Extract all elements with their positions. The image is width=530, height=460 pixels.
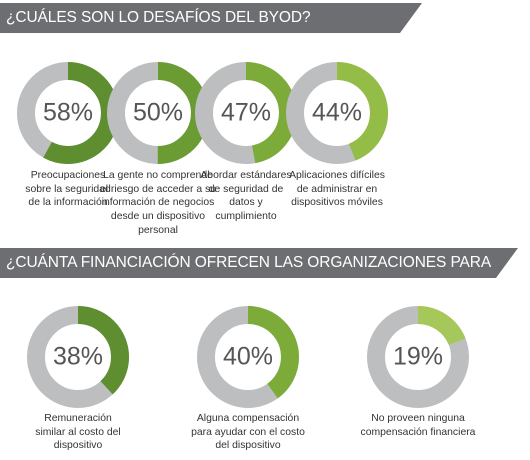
donut-svg xyxy=(27,306,129,408)
caption-line: el riesgo de acceder a su xyxy=(99,183,217,195)
caption-line: Alguna compensación xyxy=(196,413,300,424)
caption-line: cumplimiento xyxy=(215,211,277,223)
donut-svg xyxy=(367,306,469,408)
section-title: ¿CUÁNTA FINANCIACIÓN OFRECEN LAS ORGANIZ… xyxy=(6,254,491,301)
section-header-desafios: ¿CUÁLES SON LO DESAFÍOS DEL BYOD? xyxy=(0,3,422,33)
caption-line: para ayudar con el costo xyxy=(191,426,305,438)
caption-line: de administrar en xyxy=(296,183,378,195)
caption-line: personal xyxy=(138,224,178,236)
caption-line: La gente no comprende xyxy=(103,170,213,181)
donut-percent-label: 40% xyxy=(222,342,274,371)
caption-line: Preocupaciones xyxy=(30,170,106,181)
donut-percent-label: 19% xyxy=(392,342,444,371)
caption-line: compensación financiera xyxy=(360,426,476,438)
donut-percent-label: 38% xyxy=(52,342,104,371)
caption-line: Remuneración xyxy=(44,413,112,424)
donut-chart-2-1: 38% xyxy=(26,305,130,409)
header-arrow-tail xyxy=(400,3,422,33)
donut-caption: Alguna compensación para ayudar con el co… xyxy=(163,412,333,453)
caption-line: dispositivo xyxy=(53,440,103,452)
donut-value-arc xyxy=(27,306,129,408)
donut-caption: Remuneración similar al costo del disposit… xyxy=(0,412,163,453)
donut-percent-label: 44% xyxy=(311,98,363,127)
donut-percent-label: 47% xyxy=(220,98,272,127)
donut-caption: Abordar estándares de seguridad de datos y… xyxy=(171,169,321,224)
donut-caption: Aplicaciones difíciles de administrar en d… xyxy=(262,169,412,210)
caption-line: similar al costo del xyxy=(35,426,121,438)
section-title: ¿CUÁLES SON LO DESAFÍOS DEL BYOD? xyxy=(6,9,311,26)
donut-chart-1-3: 47% xyxy=(194,61,298,165)
donut-caption: No proveen ninguna compensación financier… xyxy=(333,412,503,439)
caption-line: dispositivos móviles xyxy=(291,197,383,209)
donut-value-arc xyxy=(367,306,469,408)
donut-chart-2-3: 19% xyxy=(366,305,470,409)
caption-line: No proveen ninguna xyxy=(371,413,465,424)
caption-line: desde un dispositivo xyxy=(110,211,206,223)
caption-line: información de negocios xyxy=(101,197,215,209)
caption-line: sobre la seguridad xyxy=(25,183,111,195)
donut-value-arc xyxy=(197,306,299,408)
donut-svg xyxy=(286,62,388,164)
donut-percent-label: 58% xyxy=(42,98,94,127)
donut-chart-1-1: 58% xyxy=(16,61,120,165)
donut-chart-1-4: 44% xyxy=(285,61,389,165)
caption-line: del dispositivo xyxy=(215,440,281,452)
caption-line: de la información xyxy=(28,197,108,209)
donut-svg xyxy=(197,306,299,408)
caption-line: Aplicaciones difíciles xyxy=(289,170,385,181)
donut-caption: La gente no comprende el riesgo de accede… xyxy=(83,169,233,238)
donut-caption: Preocupaciones sobre la seguridad de la in… xyxy=(0,169,143,210)
caption-line: datos y xyxy=(229,197,263,209)
donut-value-arc xyxy=(286,62,388,164)
donut-chart-2-2: 40% xyxy=(196,305,300,409)
donut-percent-label: 50% xyxy=(132,98,184,127)
caption-line: de seguridad de xyxy=(208,183,284,195)
section-header-financiacion: ¿CUÁNTA FINANCIACIÓN OFRECEN LAS ORGANIZ… xyxy=(0,248,518,301)
caption-line: Abordar estándares xyxy=(200,170,292,181)
header-arrow-tail xyxy=(496,248,518,278)
